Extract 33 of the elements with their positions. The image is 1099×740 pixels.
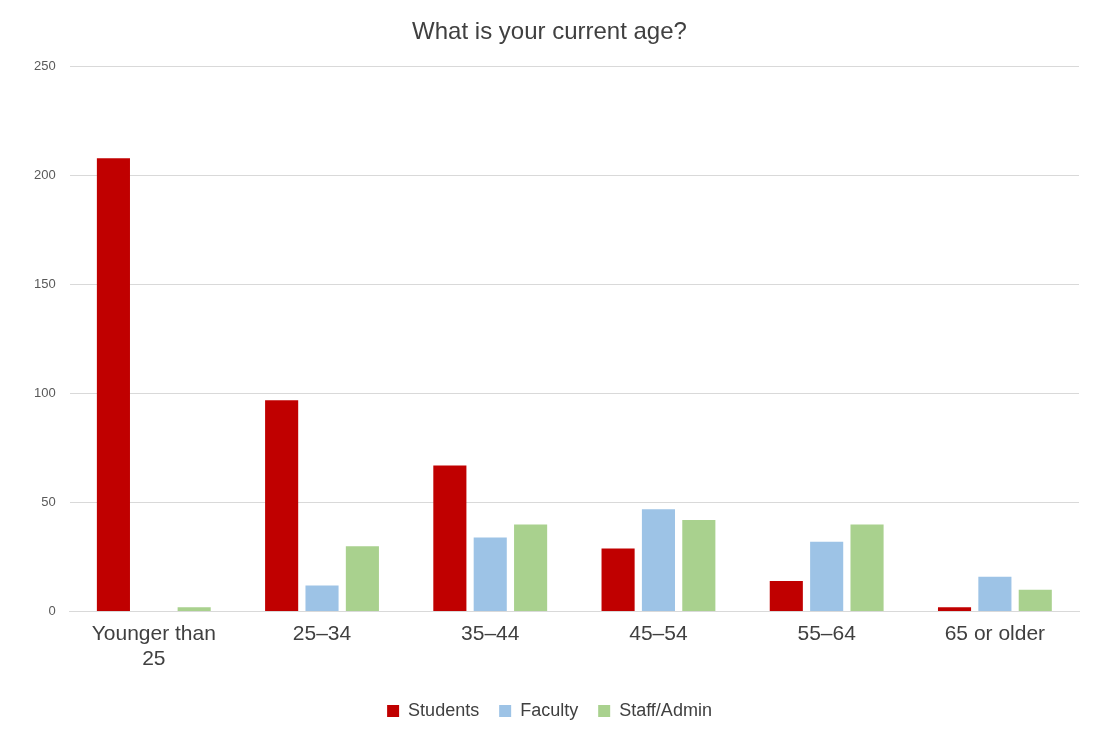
x-tick-label: Younger than 25 <box>91 621 216 670</box>
y-tick-label: 150 <box>33 276 56 292</box>
bar <box>345 546 379 612</box>
chart-title: What is your current age? <box>412 17 687 45</box>
y-tick-label: 100 <box>33 385 56 401</box>
y-tick-label: 0 <box>48 603 56 619</box>
bar <box>850 524 884 612</box>
legend-label: Staff/Admin <box>619 699 712 720</box>
y-tick-label: 200 <box>33 167 56 183</box>
bar <box>641 509 676 612</box>
bar <box>305 585 339 612</box>
y-tick-label: 50 <box>41 494 56 510</box>
bar <box>682 520 716 612</box>
bar <box>601 548 635 612</box>
bar <box>810 541 844 612</box>
bar <box>1018 589 1052 612</box>
bar <box>937 607 972 612</box>
bar <box>433 465 467 612</box>
bar <box>96 158 130 612</box>
bar <box>177 607 211 612</box>
x-tick-label: 35–44 <box>461 621 520 644</box>
bar <box>473 537 507 612</box>
y-tick-label: 250 <box>33 58 56 74</box>
legend-label: Faculty <box>520 699 579 720</box>
bar <box>978 576 1012 612</box>
x-tick-label: 45–54 <box>629 621 688 644</box>
bar <box>514 524 548 612</box>
bar <box>265 400 299 612</box>
x-tick-label: 65 or older <box>944 621 1046 644</box>
legend-label: Students <box>408 699 480 720</box>
x-tick-label: 25–34 <box>292 621 352 644</box>
bar <box>769 581 803 612</box>
x-tick-label: 55–64 <box>797 621 857 644</box>
